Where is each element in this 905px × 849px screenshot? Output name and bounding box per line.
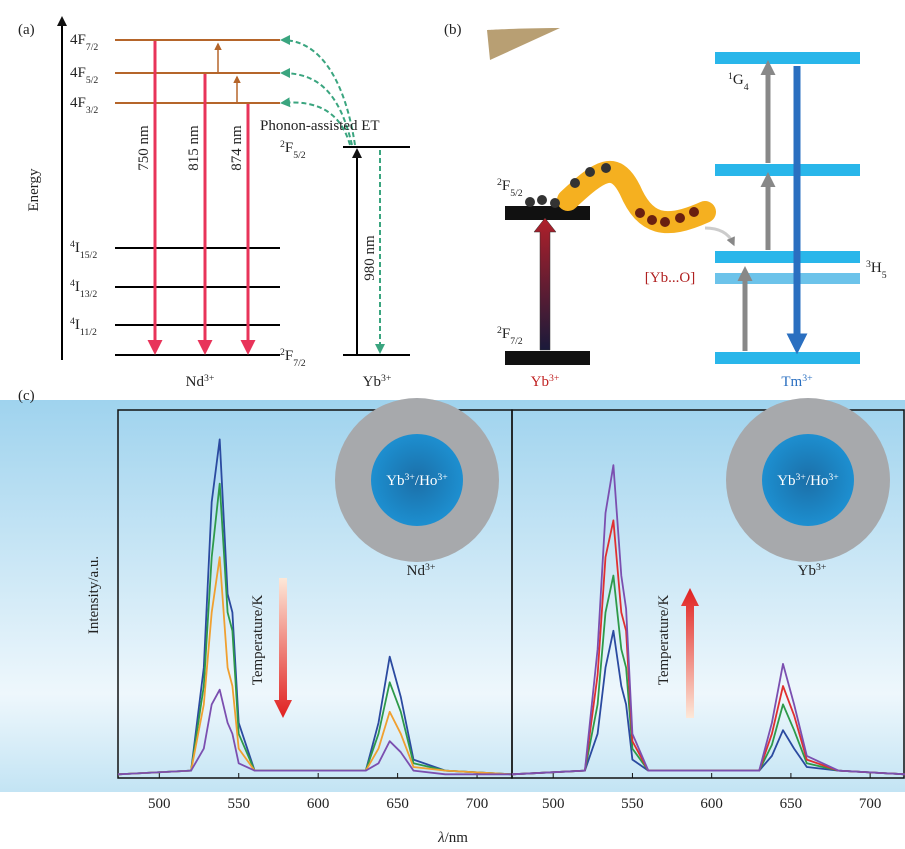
transfer-arrow	[705, 228, 733, 243]
label-part: 3+	[425, 562, 436, 573]
label-part: 4F	[70, 32, 86, 48]
label-part: 3+	[828, 472, 839, 483]
label-part: Nd	[407, 563, 426, 579]
label-part: 5	[882, 270, 887, 281]
yb-upper-level	[505, 206, 590, 220]
level-label: 4F7/2	[70, 32, 98, 53]
label-part: H	[871, 260, 882, 276]
label-part: F	[502, 178, 510, 194]
x-tick-label: 500	[542, 796, 565, 812]
label-part: /Ho	[806, 473, 829, 489]
x-tick-label: 550	[621, 796, 644, 812]
label-part: 3/2	[86, 105, 99, 116]
level-label: 4I15/2	[70, 239, 97, 261]
panel-label: (a)	[18, 22, 35, 38]
emission-label: 815 nm	[186, 125, 202, 171]
x-tick-label: 550	[227, 796, 250, 812]
transfer-label: Phonon-assisted ET	[260, 118, 380, 134]
yb-ground-level	[505, 351, 590, 365]
label-part: /Ho	[415, 473, 438, 489]
panel-b	[487, 28, 860, 365]
label-part: 7/2	[86, 42, 99, 53]
label-part: Yb	[531, 374, 549, 390]
label-part: Yb	[363, 374, 381, 390]
x-tick-label: 650	[386, 796, 409, 812]
label-part: Nd	[186, 374, 205, 390]
level-label: 2F7/2	[280, 347, 306, 369]
label-part: F	[285, 348, 293, 364]
label-part: 3+	[381, 373, 392, 384]
tm-levels	[715, 52, 860, 364]
label-part: 7/2	[510, 336, 523, 347]
x-tick-label: 600	[307, 796, 330, 812]
label-part: 3+	[405, 472, 416, 483]
label-part: 7/2	[293, 358, 306, 369]
temperature-label: Temperature/K	[250, 595, 266, 686]
label-part: 11/2	[80, 327, 97, 338]
label-part: Tm	[781, 374, 802, 390]
emission-label: 874 nm	[229, 125, 245, 171]
label-part: Yb	[777, 473, 795, 489]
label-part: 5/2	[510, 188, 523, 199]
x-axis-label: λ/nm	[437, 830, 468, 846]
level-label: 4I13/2	[70, 278, 97, 300]
label-part: Yb	[386, 473, 404, 489]
ion-label: Yb3+	[531, 373, 560, 391]
label-part: 4F	[70, 65, 86, 81]
level-label: 4F3/2	[70, 95, 98, 116]
label-part: 4	[744, 82, 749, 93]
figure: (c)Intensity/a.u.λ/nm500550600650700Yb3+…	[0, 0, 905, 849]
x-tick-label: 700	[859, 796, 882, 812]
emission-arrows	[155, 41, 248, 352]
label-part: 3+	[816, 562, 827, 573]
level-label: 3H5	[866, 259, 887, 281]
y-axis-label: Intensity/a.u.	[86, 556, 102, 634]
label-part: F	[285, 140, 293, 156]
label-part: 3+	[549, 373, 560, 384]
level-label: 4F5/2	[70, 65, 98, 86]
label-part: 3+	[204, 373, 215, 384]
label-part: Yb	[798, 563, 816, 579]
label-part: 3+	[796, 472, 807, 483]
level-label: 1G4	[728, 71, 749, 93]
label-part: 3+	[437, 472, 448, 483]
ion-label: Tm3+	[781, 373, 813, 391]
label-part: 5/2	[86, 75, 99, 86]
label-part: F	[502, 326, 510, 342]
x-tick-label: 600	[700, 796, 723, 812]
temperature-label: Temperature/K	[656, 595, 672, 686]
panel-label: (c)	[18, 388, 35, 404]
ion-label: Yb3+	[363, 373, 392, 391]
label-part: 5/2	[293, 150, 306, 161]
panel-label: (b)	[444, 22, 462, 38]
level-label: 4I11/2	[70, 316, 97, 338]
label-part: 13/2	[80, 289, 97, 300]
label-part: /nm	[445, 830, 469, 846]
complex-label: [Yb...O]	[645, 270, 695, 286]
axis-label: Energy	[26, 168, 42, 212]
x-tick-label: 500	[148, 796, 171, 812]
yb-excitation-arrow	[534, 218, 556, 350]
absorption-label: 980 nm	[362, 235, 378, 281]
decor-arc	[487, 28, 560, 60]
nd-upper-levels	[115, 40, 280, 103]
panel-a	[62, 18, 410, 360]
label-part: 4F	[70, 95, 86, 111]
label-part: 15/2	[80, 250, 97, 261]
level-label: 2F5/2	[497, 177, 523, 199]
transfer-arrows	[282, 40, 380, 352]
label-part: G	[733, 72, 744, 88]
label-part: 3+	[802, 373, 813, 384]
level-label: 2F5/2	[280, 139, 306, 161]
emission-label: 750 nm	[136, 125, 152, 171]
x-tick-label: 650	[780, 796, 803, 812]
ion-label: Nd3+	[186, 373, 215, 391]
x-tick-label: 700	[466, 796, 489, 812]
tm-up-arrows	[745, 66, 768, 351]
level-label: 2F7/2	[497, 325, 523, 347]
